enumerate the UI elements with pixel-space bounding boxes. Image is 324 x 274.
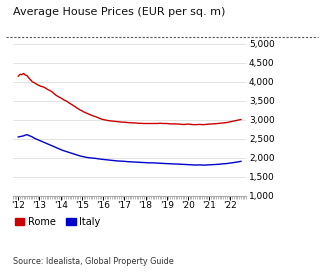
Legend: Rome, Italy: Rome, Italy <box>15 217 101 227</box>
Text: Source: Idealista, Global Property Guide: Source: Idealista, Global Property Guide <box>13 257 174 266</box>
Text: Average House Prices (EUR per sq. m): Average House Prices (EUR per sq. m) <box>13 7 225 17</box>
